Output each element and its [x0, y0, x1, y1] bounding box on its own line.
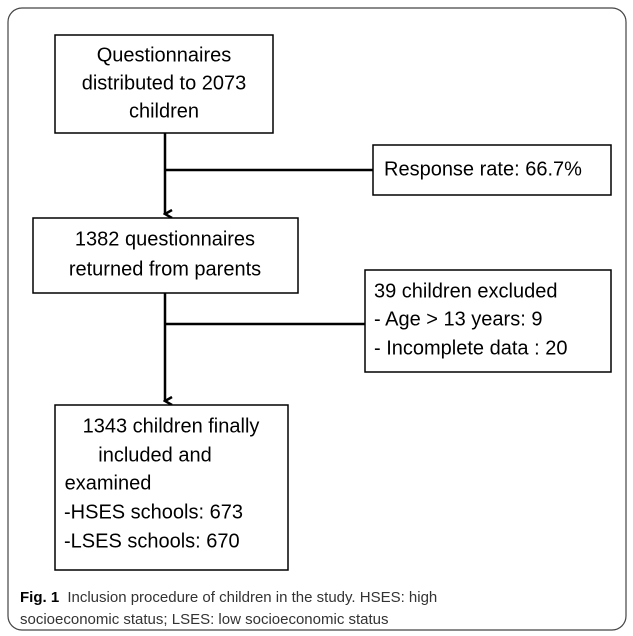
caption-label: Fig. 1: [20, 589, 59, 606]
node-box: [54, 34, 274, 134]
node-text: children: [129, 100, 199, 122]
node-text: -LSES schools: 670: [64, 530, 240, 552]
node: 1382 questionnaires returned from parent…: [32, 217, 299, 294]
node-text: Questionnaires: [97, 44, 232, 66]
node-box: [364, 269, 612, 373]
caption: Fig. 1 Inclusion procedure of children i…: [20, 589, 437, 606]
node-text: 1343 children finally: [83, 415, 260, 437]
node-text: examined: [65, 472, 152, 494]
node-box: [32, 217, 299, 294]
caption-text: socioeconomic status; LSES: low socioeco…: [20, 611, 389, 628]
node-text: distributed to 2073: [82, 72, 247, 94]
node-box: [54, 404, 289, 571]
node-text: -HSES schools: 673: [64, 501, 243, 523]
node-text: 1382 questionnaires: [75, 228, 255, 250]
node: Response rate: 66.7%: [372, 144, 612, 196]
node-text: - Incomplete data : 20: [374, 337, 567, 359]
node: 1343 children finally included and exami…: [54, 404, 289, 571]
node-text: Response rate: 66.7%: [384, 158, 582, 180]
node: 39 children excluded - Age > 13 years: 9…: [364, 269, 612, 373]
node-text: returned from parents: [69, 258, 261, 280]
node-text: included and: [98, 444, 211, 466]
node-box: [372, 144, 612, 196]
node-text: - Age > 13 years: 9: [374, 308, 542, 330]
node-text: 39 children excluded: [374, 280, 557, 302]
figure-frame: [7, 7, 627, 631]
node: Questionnaires distributed to 2073 child…: [54, 34, 274, 134]
caption-text: Inclusion procedure of children in the s…: [67, 589, 437, 606]
